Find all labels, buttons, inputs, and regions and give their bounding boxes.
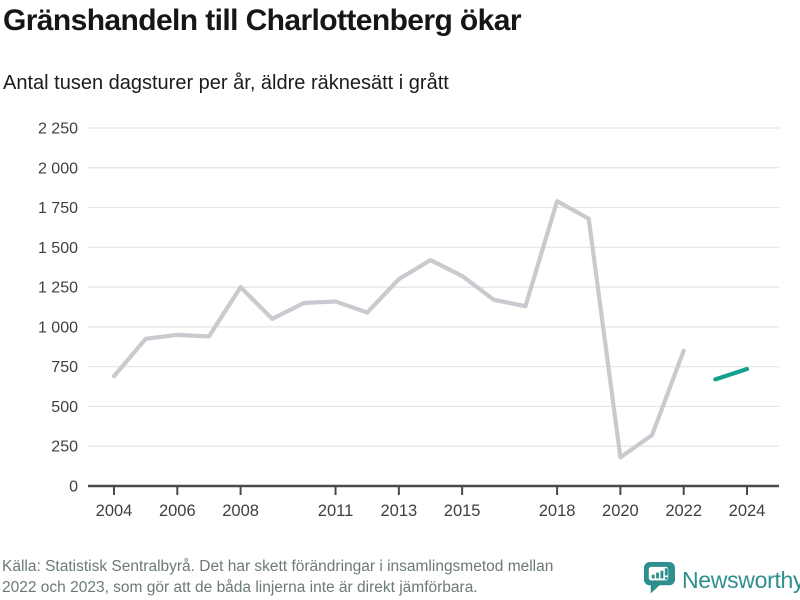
series-line-old-method (111, 199, 686, 460)
x-axis-tick-label: 2008 (222, 502, 259, 520)
y-axis-tick-label: 2 250 (38, 121, 78, 138)
page-title: Gränshandeln till Charlottenberg ökar (3, 4, 521, 37)
x-axis-tick-label: 2015 (444, 502, 481, 520)
y-axis-tick-label: 1 500 (38, 240, 78, 257)
chart-subtitle: Antal tusen dagsturer per år, äldre räkn… (3, 72, 449, 94)
x-axis-tick-label: 2024 (729, 502, 766, 520)
y-axis-tick-label: 1 000 (38, 319, 78, 336)
series-line-new-method (713, 366, 750, 382)
source-note: Källa: Statistisk Sentralbyrå. Det har s… (2, 556, 642, 598)
x-axis-tick-label: 2020 (602, 502, 639, 520)
x-axis-tick-label: 2004 (96, 502, 133, 520)
newsworthy-logo[interactable]: Newsworthy (643, 560, 800, 600)
y-axis-tick-label: 0 (69, 479, 78, 496)
x-axis-tick-label: 2013 (380, 502, 417, 520)
y-axis-tick-label: 750 (51, 359, 78, 376)
y-axis-tick-label: 1 250 (38, 280, 78, 297)
line-chart: 0 250 500 750 1 000 1 250 1 500 1 750 2 000 2 250… (38, 121, 779, 520)
source-note-line1: Källa: Statistisk Sentralbyrå. Det har s… (2, 558, 554, 575)
y-axis-tick-label: 250 (51, 439, 78, 456)
brand-wordmark: Newsworthy (682, 566, 800, 593)
source-note-line2: 2022 och 2023, som gör att de båda linje… (2, 579, 478, 596)
footer: Källa: Statistisk Sentralbyrå. Det har s… (0, 553, 800, 600)
x-axis-tick-label: 2011 (318, 502, 353, 520)
x-axis-tick-label: 2022 (665, 502, 702, 520)
y-axis-tick-label: 2 000 (38, 160, 78, 177)
y-axis-tick-label: 500 (51, 399, 78, 416)
x-axis-tick-label: 2018 (539, 502, 576, 520)
speech-bubble-chart-icon (643, 560, 676, 600)
y-axis-tick-label: 1 750 (38, 200, 78, 217)
x-axis-tick-label: 2006 (159, 502, 196, 520)
